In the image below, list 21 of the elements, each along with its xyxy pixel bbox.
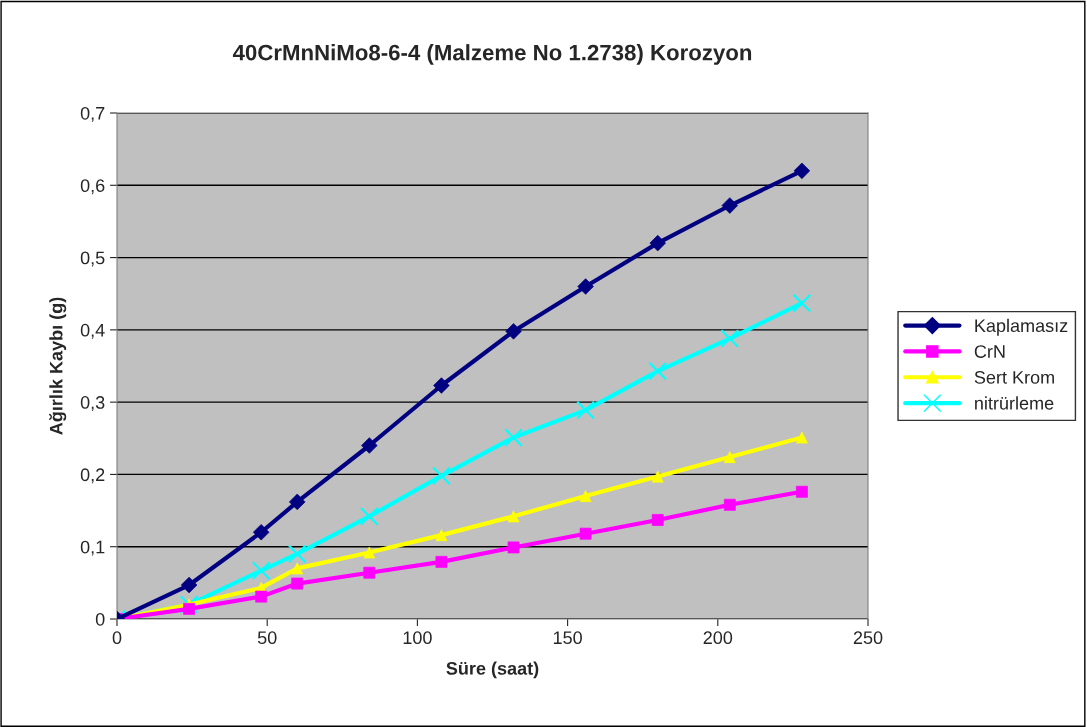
legend-label: CrN	[974, 345, 1005, 358]
x-tick-label: 150	[553, 631, 582, 645]
x-axis-title: Süre (saat)	[446, 661, 539, 679]
legend-label: nitrürleme	[975, 396, 1054, 410]
x-tick-label: 200	[703, 631, 733, 645]
chart-title: 40CrMnNiMo8-6-4 (Malzeme No 1.2738) Korozyon	[232, 44, 752, 65]
y-tick-label: 0,6	[80, 179, 105, 195]
x-tick-label: 0	[112, 631, 122, 645]
y-tick-label: 0,3	[80, 396, 105, 411]
x-tick-label: 100	[403, 631, 432, 645]
x-tick-label: 50	[257, 631, 277, 645]
legend-label: Kaplamasız	[975, 318, 1068, 336]
y-tick-label: 0	[95, 612, 105, 626]
y-axis-title: Ağırlık Kaybı (g)	[49, 297, 67, 435]
y-tick-label: 0,4	[80, 323, 105, 339]
legend-label: Sert Krom	[974, 370, 1054, 384]
y-tick-label: 0,2	[80, 468, 105, 484]
y-tick-label: 0,5	[80, 251, 105, 267]
x-tick-label: 250	[853, 631, 883, 645]
y-tick-label: 0,7	[80, 106, 105, 122]
y-tick-label: 0,1	[80, 540, 105, 556]
